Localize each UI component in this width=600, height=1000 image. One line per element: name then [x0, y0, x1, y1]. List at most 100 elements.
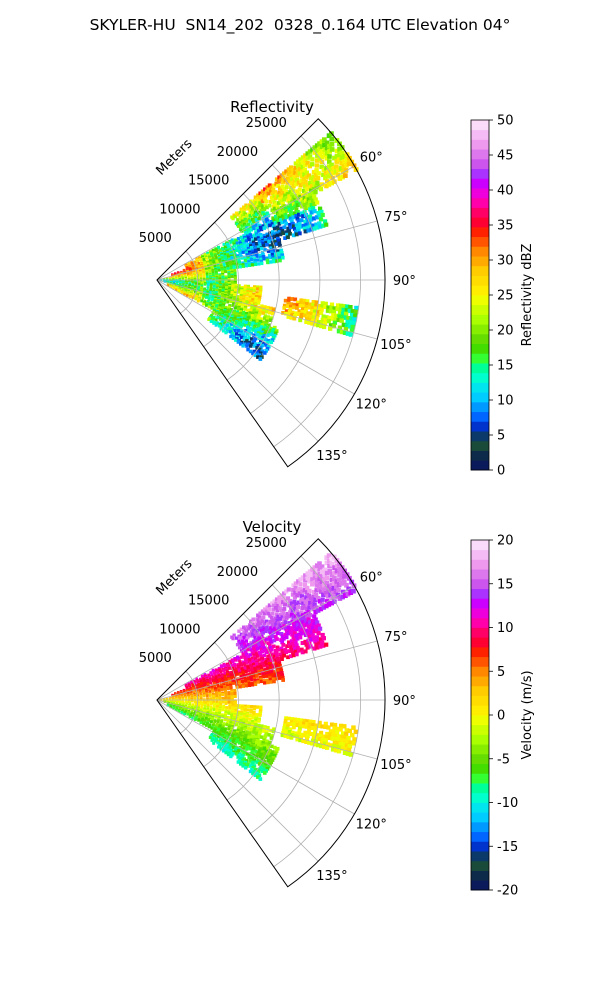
echo-gate [289, 203, 294, 208]
colorbar-segment [471, 792, 489, 803]
echo-gate [312, 732, 317, 737]
echo-gate [310, 306, 315, 310]
echo-gate [252, 634, 256, 638]
echo-gate [267, 673, 272, 678]
echo-gate [211, 676, 215, 680]
echo-gate [267, 331, 271, 335]
echo-gate [274, 181, 279, 186]
echo-gate [249, 228, 253, 232]
echo-gate [216, 720, 220, 724]
echo-gate [246, 711, 250, 715]
echo-gate [261, 255, 266, 259]
echo-gate [252, 344, 257, 348]
echo-gate [233, 329, 237, 333]
echo-gate [341, 164, 347, 170]
echo-gate [247, 261, 251, 266]
echo-gate [268, 664, 273, 668]
echo-gate [231, 637, 235, 641]
colorbar-segment [471, 656, 489, 667]
echo-gate [339, 303, 344, 308]
echo-gate [268, 675, 272, 680]
echo-gate [259, 752, 264, 757]
echo-gate [293, 586, 298, 591]
echo-gate [262, 679, 267, 683]
azimuth-tick-label: 60° [360, 150, 383, 165]
echo-gate [245, 251, 249, 255]
echo-gate [294, 652, 299, 657]
echo-gate [341, 742, 347, 748]
echo-gate [247, 260, 251, 264]
echo-gate [291, 168, 296, 173]
colorbar-segment [471, 695, 489, 706]
echo-gate [274, 612, 279, 617]
echo-gate [257, 322, 262, 326]
echo-gate [233, 271, 237, 275]
echo-gate [166, 704, 169, 707]
echo-gate [219, 327, 223, 331]
echo-gate [265, 730, 269, 734]
echo-gate [315, 627, 320, 633]
echo-gate [328, 743, 334, 748]
echo-gate [299, 301, 303, 305]
echo-gate [298, 183, 303, 188]
echo-gate [316, 323, 321, 328]
echo-gate [258, 730, 262, 734]
echo-gate [251, 714, 256, 718]
echo-gate [350, 309, 356, 314]
echo-gate [325, 742, 331, 747]
echo-gate [236, 295, 240, 299]
range-axis-label: Meters [154, 556, 196, 598]
echo-gate [244, 734, 248, 738]
echo-gate [278, 606, 282, 611]
echo-gate [341, 322, 347, 328]
echo-gate [248, 759, 253, 763]
echo-gate [323, 175, 328, 181]
echo-gate [220, 674, 224, 678]
echo-gate [266, 680, 270, 685]
echo-gate [309, 312, 314, 316]
echo-gate [263, 736, 267, 740]
echo-gate [268, 662, 272, 666]
echo-gate [262, 653, 266, 658]
echo-gate [182, 268, 186, 272]
echo-gate [215, 290, 218, 294]
echo-gate [218, 317, 222, 321]
echo-gate [251, 238, 255, 242]
echo-gate [302, 184, 308, 189]
echo-gate [224, 702, 228, 705]
echo-gate [284, 189, 288, 194]
colorbar-tick-label: 5 [497, 665, 505, 680]
echo-gate [236, 329, 241, 333]
echo-gate [317, 146, 322, 151]
echo-gate [251, 212, 255, 216]
azimuth-tick-label: 90° [393, 694, 416, 709]
echo-gate [243, 284, 247, 288]
echo-gate [238, 683, 242, 687]
echo-gate [205, 296, 208, 299]
echo-gate [343, 735, 348, 740]
echo-gate [279, 248, 284, 253]
echo-gate [255, 203, 260, 207]
echo-gate [247, 322, 252, 326]
colorbar-segment [471, 637, 489, 648]
echo-gate [254, 223, 258, 227]
colorbar-tick-label: -5 [497, 752, 510, 767]
echo-gate [261, 328, 266, 332]
echo-gate [314, 739, 319, 744]
echo-gate [245, 300, 249, 305]
echo-gate [276, 239, 281, 243]
echo-gate [254, 638, 259, 642]
sector-frame [156, 118, 386, 468]
echo-gate [255, 771, 259, 776]
echo-gate [270, 648, 274, 652]
echo-gate [269, 340, 274, 345]
echo-gate [200, 683, 203, 686]
echo-gate [244, 659, 248, 663]
echo-gate [272, 620, 277, 625]
echo-gate [257, 314, 261, 318]
echo-gate [207, 298, 211, 301]
echo-gate [337, 314, 342, 319]
echo-gate [300, 650, 305, 655]
echo-gate [264, 732, 268, 736]
echo-gate [243, 675, 247, 679]
